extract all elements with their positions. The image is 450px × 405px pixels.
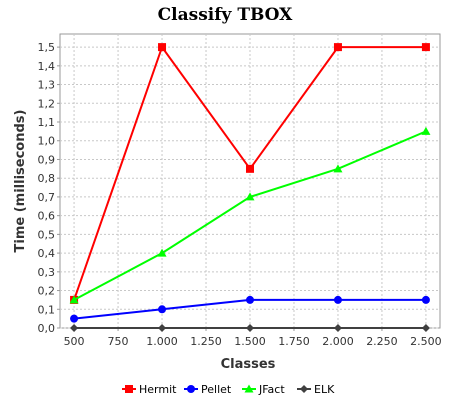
legend-swatch-marker bbox=[187, 385, 195, 393]
data-point-elk bbox=[70, 324, 79, 332]
x-tick-label: 500 bbox=[64, 335, 85, 348]
legend-item-hermit: Hermit bbox=[122, 383, 177, 396]
y-tick-label: 0,7 bbox=[38, 191, 56, 204]
legend-swatch-marker bbox=[125, 385, 133, 393]
data-point-jfact bbox=[421, 126, 431, 135]
data-point-hermit bbox=[158, 43, 167, 52]
data-point-jfact bbox=[157, 248, 167, 257]
y-tick-label: 0,5 bbox=[38, 228, 56, 241]
y-tick-label: 0,8 bbox=[38, 172, 56, 185]
data-point-pellet bbox=[70, 314, 79, 323]
x-tick-label: 1.250 bbox=[190, 335, 222, 348]
data-point-elk bbox=[333, 324, 342, 332]
legend-item-elk: ELK bbox=[297, 383, 335, 396]
y-tick-label: 1,2 bbox=[38, 97, 56, 110]
data-point-pellet bbox=[333, 295, 342, 304]
series-pellet bbox=[70, 295, 430, 323]
data-point-elk bbox=[246, 324, 254, 332]
x-tick-label: 2.250 bbox=[366, 335, 398, 348]
x-tick-label: 750 bbox=[108, 335, 129, 348]
data-point-hermit bbox=[421, 43, 430, 52]
series-jfact bbox=[69, 126, 431, 304]
y-axis-label: Time (milliseconds) bbox=[13, 110, 28, 253]
legend-item-pellet: Pellet bbox=[184, 383, 232, 396]
data-point-pellet bbox=[246, 295, 254, 304]
data-point-pellet bbox=[421, 295, 430, 304]
y-axis-ticks: 0,0 0,1 0,2 0,3 0,4 0,5 0,6 0,7 0,8 0,9 1,0 1,1 1,2 1… bbox=[38, 41, 60, 335]
x-tick-label: 1.750 bbox=[278, 335, 310, 348]
y-tick-label: 1,5 bbox=[38, 41, 56, 54]
legend-label-hermit: Hermit bbox=[139, 383, 177, 396]
legend: Hermit Pellet JFact ELK bbox=[122, 383, 335, 396]
y-tick-label: 1,1 bbox=[38, 116, 56, 129]
x-axis-label: Classes bbox=[221, 357, 276, 372]
legend-label-pellet: Pellet bbox=[201, 383, 232, 396]
data-point-jfact bbox=[245, 192, 255, 201]
y-tick-label: 1,0 bbox=[38, 135, 56, 148]
y-tick-label: 0,3 bbox=[38, 266, 56, 279]
y-tick-label: 1,4 bbox=[38, 60, 56, 73]
series-layer bbox=[69, 43, 431, 332]
y-tick-label: 1,3 bbox=[38, 79, 56, 92]
y-tick-label: 0,1 bbox=[38, 303, 56, 316]
x-tick-label: 1.000 bbox=[146, 335, 178, 348]
data-point-hermit bbox=[333, 43, 342, 52]
y-tick-label: 0,2 bbox=[38, 285, 56, 298]
x-axis-ticks: 500 750 1.000 1.250 1.500 1.750 2.000 2.250 2.50… bbox=[64, 328, 442, 348]
data-point-elk bbox=[158, 324, 167, 332]
legend-label-jfact: JFact bbox=[258, 383, 285, 396]
legend-swatch-marker bbox=[300, 385, 308, 393]
y-tick-label: 0,9 bbox=[38, 153, 56, 166]
data-point-hermit bbox=[246, 164, 254, 173]
chart-title: Classify TBOX bbox=[158, 5, 294, 25]
grid-lines bbox=[60, 34, 440, 329]
data-point-jfact bbox=[333, 164, 343, 173]
series-elk bbox=[70, 324, 430, 332]
legend-item-jfact: JFact bbox=[242, 383, 285, 396]
y-tick-label: 0,6 bbox=[38, 210, 56, 223]
y-tick-label: 0,0 bbox=[38, 322, 56, 335]
y-tick-label: 0,4 bbox=[38, 247, 56, 260]
x-tick-label: 1.500 bbox=[234, 335, 266, 348]
x-tick-label: 2.500 bbox=[410, 335, 442, 348]
data-point-pellet bbox=[158, 305, 167, 314]
x-tick-label: 2.000 bbox=[322, 335, 354, 348]
data-point-elk bbox=[421, 324, 430, 332]
legend-swatch-marker bbox=[244, 384, 254, 393]
legend-label-elk: ELK bbox=[314, 383, 335, 396]
data-point-jfact bbox=[69, 295, 79, 304]
